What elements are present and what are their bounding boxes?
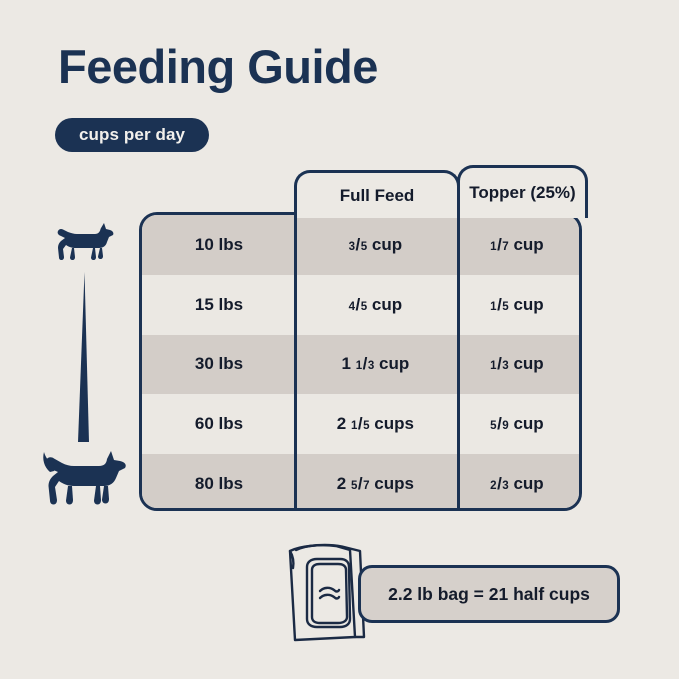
bag-yield-callout: 2.2 lb bag = 21 half cups <box>358 565 620 623</box>
cell-full-feed: 2 5/7 cups <box>336 474 414 494</box>
cell-weight: 30 lbs <box>194 354 244 374</box>
frac-slash: / <box>355 234 361 254</box>
cell-unit: cup <box>371 294 403 314</box>
cell-full-feed: 1 1/3 cup <box>341 354 410 374</box>
cell-full-feed: 3/5 cup <box>348 234 403 254</box>
feeding-table-body: 10 lbs 3/5 cup 1/7 cup 15 lbs 4/5 cup 1/… <box>139 212 582 511</box>
cell-unit: cup <box>513 234 544 254</box>
table-row: 80 lbs 2 5/7 cups 2/3 cup <box>142 454 579 508</box>
cups-per-day-badge-label: cups per day <box>79 125 186 144</box>
frac-slash: / <box>362 354 368 374</box>
frac-slash: / <box>497 294 502 314</box>
cell-unit: cups <box>374 474 414 494</box>
cell-whole-number: 1 <box>341 354 351 374</box>
column-divider-full-feed <box>294 214 297 511</box>
feeding-table: 10 lbs 3/5 cup 1/7 cup 15 lbs 4/5 cup 1/… <box>139 212 582 511</box>
cell-unit: cup <box>379 354 410 374</box>
size-gradient-wedge <box>70 272 100 444</box>
bag-yield-text: 2.2 lb bag = 21 half cups <box>388 583 590 604</box>
table-row: 10 lbs 3/5 cup 1/7 cup <box>142 215 579 275</box>
frac-slash: / <box>355 294 361 314</box>
cell-topper: 1/5 cup <box>490 294 544 314</box>
cell-unit: cups <box>374 414 414 434</box>
cell-topper: 2/3 cup <box>490 474 544 494</box>
cell-unit: cup <box>513 294 544 314</box>
column-header-topper: Topper (25%) <box>457 165 588 218</box>
table-row: 60 lbs 2 1/5 cups 5/9 cup <box>142 394 579 455</box>
page-title: Feeding Guide <box>58 40 378 93</box>
column-header-full-feed: Full Feed <box>294 170 460 218</box>
frac-slash: / <box>497 414 502 434</box>
cell-unit: cup <box>513 474 544 494</box>
frac-slash: / <box>497 234 502 254</box>
cell-whole-number: 2 <box>336 474 347 494</box>
cell-whole-number: 2 <box>336 414 347 434</box>
large-dog-silhouette-icon <box>41 450 129 514</box>
cell-weight: 80 lbs <box>194 474 244 494</box>
cell-weight: 10 lbs <box>194 234 244 254</box>
table-row: 15 lbs 4/5 cup 1/5 cup <box>142 274 579 335</box>
cell-full-feed: 2 1/5 cups <box>336 414 414 434</box>
pet-food-bag-icon <box>276 537 388 643</box>
cell-topper: 1/7 cup <box>490 234 544 254</box>
table-row: 30 lbs 1 1/3 cup 1/3 cup <box>142 334 579 395</box>
cell-unit: cup <box>513 414 544 434</box>
column-header-topper-label: Topper (25%) <box>469 183 576 202</box>
frac-slash: / <box>357 414 363 434</box>
cell-topper: 5/9 cup <box>490 414 544 434</box>
column-header-full-feed-label: Full Feed <box>339 185 415 205</box>
cell-unit: cup <box>371 234 403 254</box>
frac-slash: / <box>357 474 363 494</box>
cell-topper: 1/3 cup <box>490 354 544 374</box>
cell-full-feed: 4/5 cup <box>348 294 403 314</box>
cups-per-day-badge: cups per day <box>55 118 210 152</box>
cell-weight: 60 lbs <box>194 414 244 434</box>
small-dog-silhouette-icon <box>52 222 116 268</box>
frac-slash: / <box>497 474 502 494</box>
column-divider-topper <box>457 214 460 511</box>
cell-weight: 15 lbs <box>194 294 244 314</box>
frac-slash: / <box>497 354 502 374</box>
cell-unit: cup <box>513 354 544 374</box>
